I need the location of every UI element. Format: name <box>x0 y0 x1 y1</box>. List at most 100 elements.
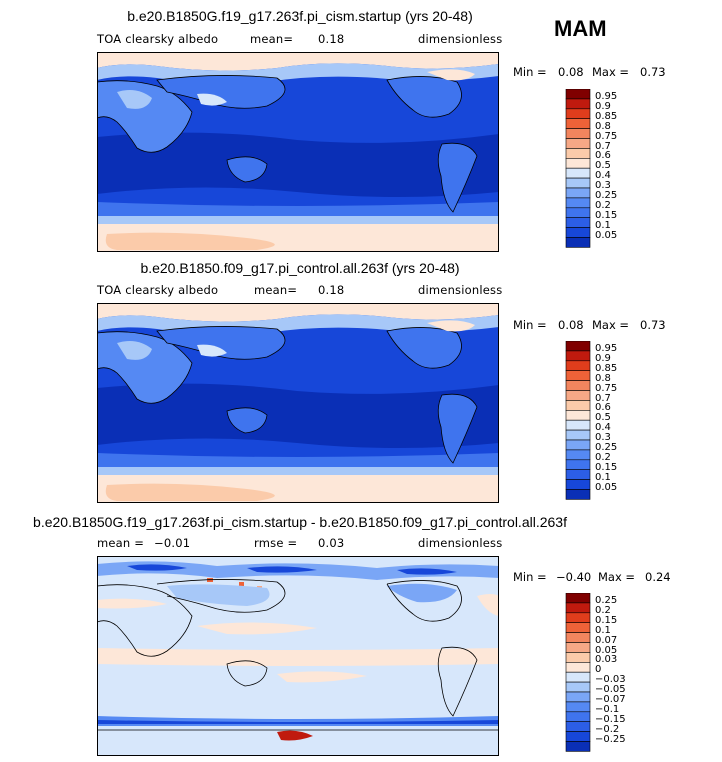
colorbar-box <box>565 612 591 623</box>
cb2-label: 0.3 <box>595 432 611 444</box>
colorbar-box <box>565 400 591 411</box>
panel-1-min-value: 0.08 <box>558 65 584 79</box>
panel-1-north-america <box>386 76 462 118</box>
panel-1-mean-value: 0.18 <box>318 32 345 46</box>
panel-1-colorbar-labels: 0.95 0.9 0.85 0.8 0.75 0.7 0.6 0.5 0.4 0… <box>595 92 617 241</box>
panel-1-colorbar-boxes <box>565 89 591 248</box>
cb1-label: 0.7 <box>595 140 611 152</box>
panel-2-south-america <box>437 393 478 464</box>
colorbar-box <box>565 138 591 149</box>
panel-1-frame <box>97 52 499 252</box>
cb1-label: 0.25 <box>595 190 618 202</box>
panel-2-title: b.e20.B1850.f09_g17.pi_control.all.263f … <box>140 260 460 276</box>
panel-1-map <box>97 52 499 252</box>
colorbar-box <box>565 128 591 139</box>
panel-1-tropics <box>97 132 499 197</box>
panel-2-units: dimensionless <box>418 283 503 297</box>
colorbar-box <box>565 652 591 663</box>
cb3-label: −0.07 <box>595 694 626 706</box>
colorbar-box <box>565 622 591 633</box>
cb1-label: 0.3 <box>595 180 611 192</box>
colorbar-box <box>565 662 591 673</box>
panel-3-positive-band <box>97 598 167 609</box>
cb2-label: 0.8 <box>595 372 611 384</box>
colorbar-box <box>565 350 591 362</box>
colorbar-box <box>565 429 591 441</box>
cb3-label: −0.2 <box>595 723 620 735</box>
cb2-label: 0.15 <box>595 461 618 473</box>
panel-3-positive-band <box>277 671 367 683</box>
panel-1-min-label: Min = <box>513 65 547 79</box>
panel-3-colorbar <box>565 593 591 752</box>
colorbar-box <box>565 593 591 604</box>
panel-2-mean-value: 0.18 <box>318 283 345 297</box>
colorbar-box <box>565 701 591 713</box>
panel-2-mean-label: mean= <box>254 283 298 297</box>
panel-1-tibet <box>197 93 227 106</box>
cb2-label: 0.05 <box>595 481 618 493</box>
cb3-label: 0.15 <box>595 614 618 626</box>
colorbar-box <box>565 681 591 693</box>
panel-2-asia <box>156 326 286 360</box>
cb2-label: 0.9 <box>595 352 611 364</box>
panel-1-asia <box>156 75 286 109</box>
panel-3-colorbar-labels: 0.25 0.2 0.15 0.1 0.07 0.05 0.03 0 −0.03… <box>595 596 626 745</box>
cb2-label: 0.4 <box>595 422 611 434</box>
colorbar-box <box>565 449 591 461</box>
cb1-label: 0.15 <box>595 209 618 221</box>
panel-2-max-value: 0.73 <box>640 318 666 332</box>
colorbar-box <box>565 360 591 371</box>
panel-2-variable: TOA clearsky albedo <box>97 283 219 297</box>
panel-1-units: dimensionless <box>418 32 503 46</box>
panel-1-australia <box>226 156 268 183</box>
panel-1-greenland <box>427 69 475 81</box>
colorbar-box <box>565 370 591 381</box>
colorbar-box <box>565 410 591 421</box>
panel-3-arctic-strong <box>127 564 457 575</box>
cb2-label: 0.85 <box>595 362 618 374</box>
colorbar-box <box>565 419 591 431</box>
colorbar-box <box>565 642 591 653</box>
panel-1-mean-label: mean= <box>250 32 294 46</box>
panel-1-south-america <box>437 142 478 213</box>
panel-3-map <box>97 556 499 756</box>
panel-3-max-value: 0.24 <box>645 570 671 584</box>
cb1-label: 0.6 <box>595 150 611 162</box>
panel-3-units: dimensionless <box>418 536 503 550</box>
panel-2-greenland <box>427 320 475 332</box>
cb1-label: 0.1 <box>595 219 611 231</box>
cb1-label: 0.75 <box>595 130 618 142</box>
panel-1-arctic-high <box>97 52 499 71</box>
panel-1-max-label: Max = <box>592 65 630 79</box>
colorbar-box <box>565 469 591 480</box>
cb3-label: 0.2 <box>595 604 611 616</box>
panel-2-australia <box>226 407 268 434</box>
cb1-label: 0.95 <box>595 91 618 102</box>
colorbar-box <box>565 207 591 219</box>
cb1-label: 0.05 <box>595 229 618 241</box>
panel-3-min-label: Min = <box>513 570 547 584</box>
panel-2-max-label: Max = <box>592 318 630 332</box>
panel-1-sahara <box>117 90 152 109</box>
panel-3-coast-australia <box>226 660 268 687</box>
cb2-label: 0.95 <box>595 343 618 354</box>
cb3-label: −0.25 <box>595 733 626 745</box>
colorbar-box <box>565 741 591 752</box>
colorbar-box <box>565 479 591 490</box>
cb2-label: 0.1 <box>595 471 611 483</box>
cb3-label: 0.1 <box>595 624 611 636</box>
panel-3-frame <box>97 556 499 756</box>
colorbar-box <box>565 711 591 723</box>
panel-2-ice-edge <box>97 467 499 475</box>
cb1-label: 0.9 <box>595 100 611 112</box>
panel-2-africa-eurasia <box>97 331 193 404</box>
panel-1-title: b.e20.B1850G.f19_g17.263f.pi_cism.startu… <box>127 8 473 24</box>
cb3-label: −0.03 <box>595 674 626 686</box>
colorbar-box <box>565 167 591 179</box>
colorbar-box <box>565 691 591 703</box>
cb3-label: 0.05 <box>595 644 618 656</box>
panel-1-ice-edge <box>97 216 499 224</box>
cb2-label: 0.75 <box>595 382 618 394</box>
panel-3-coast-samerica <box>437 646 478 717</box>
panel-3-positive-band <box>197 622 317 635</box>
